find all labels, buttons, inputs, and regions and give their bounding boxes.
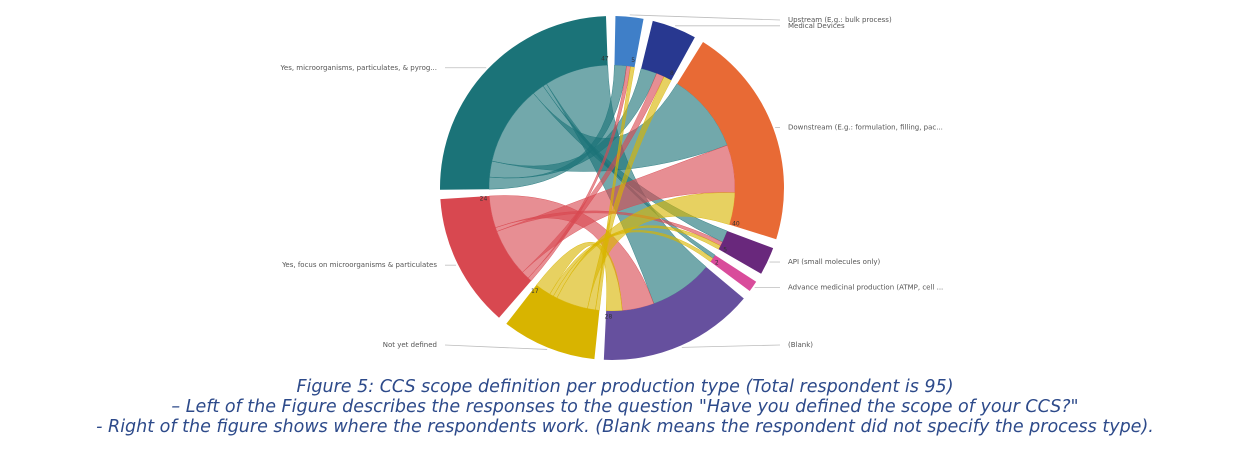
- node-label-blank: (Blank): [788, 341, 813, 349]
- arc-blank: [603, 266, 744, 360]
- tick-label-api: 5: [723, 247, 727, 254]
- ribbon-yes-micro-part-to-blank: [488, 195, 655, 311]
- arc-downstream: [677, 42, 784, 240]
- tick-label-yes-all: 47: [601, 56, 609, 63]
- arc-atmp: [710, 255, 757, 292]
- tick-label-atmp: 2: [715, 260, 719, 267]
- figure-caption-line-3: - Right of the figure shows where the re…: [96, 417, 1154, 437]
- tick-label-medical: 8: [670, 70, 674, 77]
- arc-notdefined: [506, 285, 600, 360]
- node-label-notdefined: Not yet defined: [383, 341, 437, 349]
- tick-label-upstream: 5: [631, 57, 635, 64]
- node-label-yes-micro-part: Yes, focus on microorganisms & particula…: [281, 261, 437, 269]
- node-label-atmp: Advance medicinal production (ATMP, cell…: [788, 284, 943, 292]
- node-label-upstream: Upstream (E.g.: bulk process): [788, 16, 892, 24]
- chord-ribbons: [488, 64, 736, 312]
- node-label-medical: Medical Devices: [788, 22, 845, 30]
- figure-caption-line-2: – Left of the Figure describes the respo…: [171, 397, 1079, 417]
- tick-label-yes-micro-part: 24: [480, 195, 488, 202]
- arc-yes-all: [440, 16, 608, 190]
- tick-label-blank: 28: [605, 313, 613, 320]
- leader-line-blank: [681, 344, 781, 348]
- leader-line-upstream: [629, 14, 781, 21]
- figure-caption-line-1: Figure 5: CCS scope definition per produ…: [296, 377, 954, 397]
- chord-node-labels: Upstream (E.g.: bulk process)Medical Dev…: [280, 14, 943, 350]
- leader-line-notdefined: [444, 344, 548, 350]
- arc-medical: [641, 20, 695, 81]
- tick-label-downstream: 40: [732, 220, 740, 227]
- node-label-api: API (small molecules only): [788, 258, 880, 266]
- node-label-yes-all: Yes, microorganisms, particulates, & pyr…: [280, 64, 437, 72]
- arc-api: [718, 231, 774, 274]
- arc-upstream: [614, 16, 644, 68]
- tick-label-notdefined: 17: [531, 288, 539, 295]
- chord-arcs: [440, 16, 784, 360]
- arc-yes-micro-part: [440, 195, 532, 318]
- node-label-downstream: Downstream (E.g.: formulation, filling, …: [788, 123, 943, 131]
